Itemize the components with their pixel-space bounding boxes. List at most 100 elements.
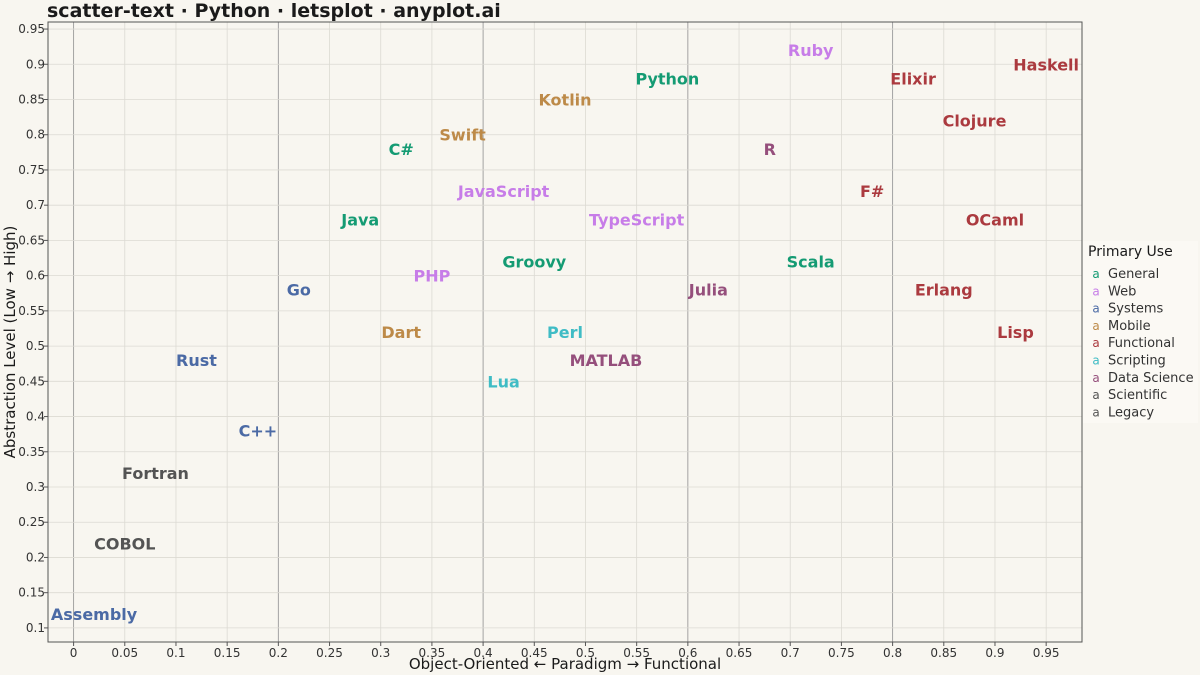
y-tick-label: 0.1 xyxy=(26,621,45,635)
point-label-dart: Dart xyxy=(381,323,421,342)
x-tick-label: 0.8 xyxy=(883,646,902,660)
legend-key: a xyxy=(1092,388,1099,402)
legend-title: Primary Use xyxy=(1088,244,1173,260)
legend-item: a Mobile xyxy=(1092,319,1150,334)
point-label-c-: C++ xyxy=(239,422,278,441)
x-tick-label: 0.15 xyxy=(214,646,241,660)
legend-key: a xyxy=(1092,371,1099,385)
legend-item: a Scientific xyxy=(1092,388,1167,403)
legend-label: Scientific xyxy=(1108,388,1167,403)
legend-item: a Data Science xyxy=(1092,371,1193,386)
x-tick-label: 0.95 xyxy=(1033,646,1060,660)
y-tick-label: 0.5 xyxy=(26,339,45,353)
legend-label: Functional xyxy=(1108,336,1175,351)
plot-border xyxy=(47,21,1083,643)
point-label-fortran: Fortran xyxy=(122,464,189,483)
y-tick-label: 0.55 xyxy=(18,304,45,318)
legend-background xyxy=(1083,241,1198,423)
point-label-ocaml: OCaml xyxy=(966,210,1024,229)
point-label-haskell: Haskell xyxy=(1013,55,1079,74)
point-label-julia: Julia xyxy=(688,281,728,300)
y-tick-label: 0.35 xyxy=(18,445,45,459)
x-tick-label: 0.75 xyxy=(828,646,855,660)
x-tick-label: 0.4 xyxy=(474,646,493,660)
point-label-java: Java xyxy=(340,210,379,229)
x-axis-title: Object-Oriented ← Paradigm → Functional xyxy=(409,655,721,673)
x-tick-label: 0.7 xyxy=(781,646,800,660)
legend-label: Systems xyxy=(1108,302,1163,317)
y-tick-label: 0.85 xyxy=(18,93,45,107)
point-label-scala: Scala xyxy=(787,253,835,272)
y-tick-label: 0.2 xyxy=(26,550,45,564)
y-axis-ticks: 0.1 0.15 0.2 0.25 0.3 0.35 0.4 0.45 0.5 0.55 0.6 0.… xyxy=(18,22,48,635)
legend-key: a xyxy=(1092,302,1099,316)
legend-label: Web xyxy=(1108,284,1136,299)
y-tick-label: 0.7 xyxy=(26,198,45,212)
legend-key: a xyxy=(1092,336,1099,350)
y-tick-label: 0.4 xyxy=(26,410,45,424)
point-label-typescript: TypeScript xyxy=(589,210,685,229)
x-tick-label: 0.1 xyxy=(166,646,185,660)
x-tick-label: 0.05 xyxy=(111,646,138,660)
legend-label: Mobile xyxy=(1108,319,1151,334)
legend-item: a Web xyxy=(1092,284,1136,299)
point-label-r: R xyxy=(764,140,776,159)
x-tick-label: 0.45 xyxy=(521,646,548,660)
point-label-python: Python xyxy=(635,69,699,88)
legend-key: a xyxy=(1092,354,1099,368)
y-axis-title: Abstraction Level (Low → High) xyxy=(1,226,19,459)
x-tick-label: 0.5 xyxy=(576,646,595,660)
legend-key: a xyxy=(1092,267,1099,281)
x-tick-label: 0 xyxy=(70,646,78,660)
point-label-cobol: COBOL xyxy=(94,534,155,553)
point-label-kotlin: Kotlin xyxy=(538,91,591,110)
point-label-groovy: Groovy xyxy=(502,253,566,272)
legend-item: a Systems xyxy=(1092,302,1163,317)
y-tick-label: 0.25 xyxy=(18,515,45,529)
legend-label: Scripting xyxy=(1108,354,1166,369)
y-tick-label: 0.45 xyxy=(18,374,45,388)
point-label-go: Go xyxy=(287,281,311,300)
point-label-f-: F# xyxy=(860,182,884,201)
plot-frame xyxy=(47,21,1083,643)
x-tick-label: 0.2 xyxy=(269,646,288,660)
point-label-clojure: Clojure xyxy=(943,112,1007,131)
point-label-elixir: Elixir xyxy=(890,69,936,88)
grid-lines xyxy=(48,22,1082,642)
x-tick-label: 0.3 xyxy=(371,646,390,660)
y-tick-label: 0.15 xyxy=(18,586,45,600)
y-tick-label: 0.65 xyxy=(18,233,45,247)
point-label-lua: Lua xyxy=(487,372,519,391)
point-label-assembly: Assembly xyxy=(51,605,138,624)
legend-key: a xyxy=(1092,284,1099,298)
legend-key: a xyxy=(1092,405,1099,419)
x-axis-ticks: 0 0.05 0.1 0.15 0.2 0.25 0.3 0.35 0.4 0.45 0.5 0.55… xyxy=(70,642,1060,660)
legend-label: Legacy xyxy=(1108,405,1154,420)
plot-panel xyxy=(48,22,1082,642)
chart-title: scatter-text · Python · letsplot · anypl… xyxy=(47,0,501,22)
x-tick-label: 0.35 xyxy=(419,646,446,660)
point-label-swift: Swift xyxy=(439,126,486,145)
legend-label: Data Science xyxy=(1108,371,1194,386)
text-points: Assembly COBOL Fortran C++ Rust Go Java C# Swift… xyxy=(51,41,1079,624)
x-tick-label: 0.85 xyxy=(930,646,957,660)
legend-label: General xyxy=(1108,267,1159,282)
legend-item: a General xyxy=(1092,267,1159,282)
x-tick-label: 0.6 xyxy=(678,646,697,660)
point-label-perl: Perl xyxy=(547,323,583,342)
point-label-erlang: Erlang xyxy=(915,281,973,300)
y-tick-label: 0.6 xyxy=(26,269,45,283)
x-tick-label: 0.55 xyxy=(623,646,650,660)
point-label-matlab: MATLAB xyxy=(570,351,643,370)
point-label-c-: C# xyxy=(389,140,414,159)
y-tick-label: 0.95 xyxy=(18,22,45,36)
x-tick-label: 0.25 xyxy=(316,646,343,660)
point-label-ruby: Ruby xyxy=(788,41,834,60)
y-tick-label: 0.3 xyxy=(26,480,45,494)
point-label-rust: Rust xyxy=(176,351,217,370)
y-tick-label: 0.75 xyxy=(18,163,45,177)
legend-item: a Functional xyxy=(1092,336,1175,351)
point-label-lisp: Lisp xyxy=(997,323,1034,342)
